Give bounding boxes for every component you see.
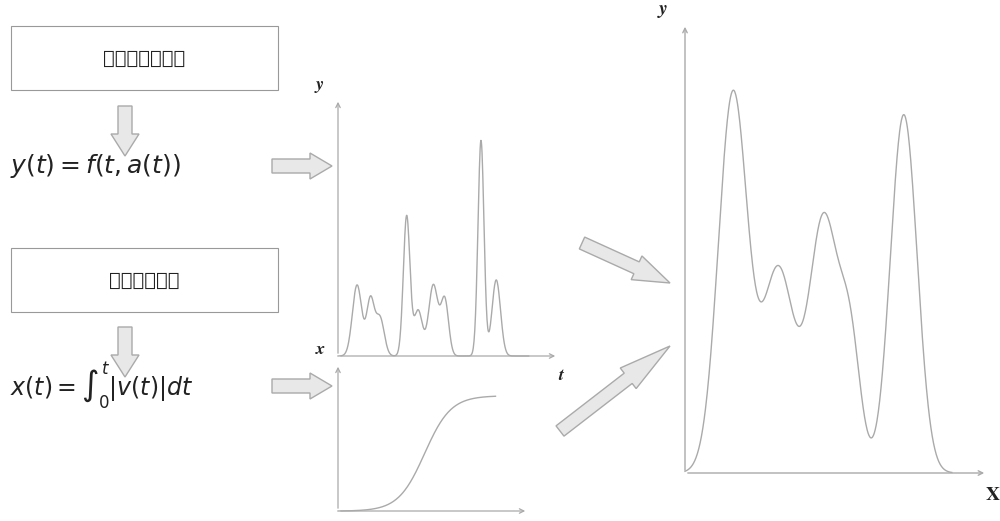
Polygon shape xyxy=(556,346,670,436)
Text: $y(t) = f(t,a(t))$: $y(t) = f(t,a(t))$ xyxy=(10,152,181,180)
Polygon shape xyxy=(111,327,139,377)
Text: t: t xyxy=(558,368,564,384)
Polygon shape xyxy=(111,106,139,156)
FancyBboxPatch shape xyxy=(11,26,278,90)
Text: 行驶速度数据: 行驶速度数据 xyxy=(109,270,180,290)
Text: 垂直加速度数据: 垂直加速度数据 xyxy=(103,48,186,68)
FancyBboxPatch shape xyxy=(11,248,278,312)
Text: $x(t)=\int_0^t|v(t)|dt$: $x(t)=\int_0^t|v(t)|dt$ xyxy=(10,361,193,411)
Text: y: y xyxy=(659,1,667,18)
Polygon shape xyxy=(579,237,670,283)
Text: X: X xyxy=(986,487,1000,504)
Text: x: x xyxy=(316,342,324,358)
Polygon shape xyxy=(272,153,332,179)
Text: y: y xyxy=(316,77,324,93)
Polygon shape xyxy=(272,373,332,399)
